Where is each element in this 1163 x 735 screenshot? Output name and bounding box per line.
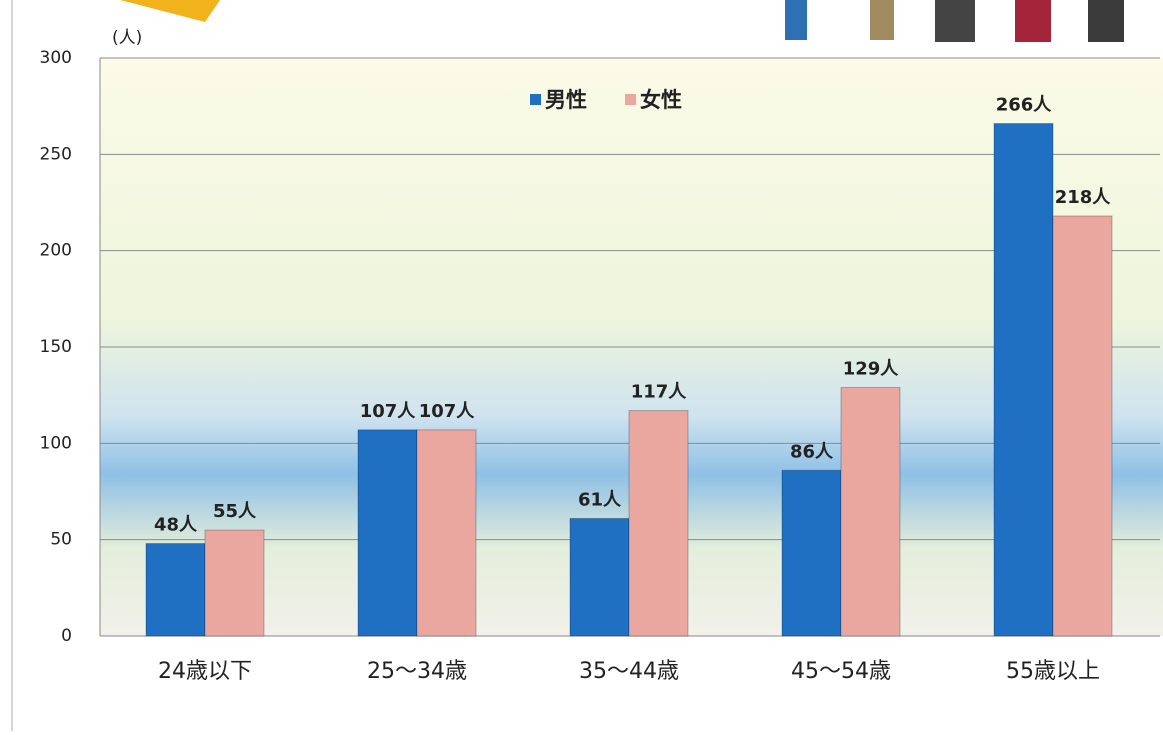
- value-label: 61人: [578, 489, 622, 510]
- bar: [205, 530, 264, 636]
- y-axis-label: (人): [112, 28, 142, 48]
- bar: [782, 470, 841, 636]
- chart: (人) 0 50 100 150 200 250 300 24歳以下 48人 55人 25～34歳 1…: [0, 0, 1163, 731]
- people-illustration: [785, 0, 1124, 42]
- x-tick-label: 25～34歳: [367, 659, 467, 684]
- x-tick-label: 45～54歳: [791, 659, 891, 684]
- bar: [358, 430, 417, 636]
- legend-label: 男性: [545, 88, 587, 112]
- x-tick-label: 55歳以上: [1006, 659, 1100, 684]
- bar: [417, 430, 476, 636]
- x-tick-label: 24歳以下: [158, 659, 252, 684]
- value-label: 266人: [996, 95, 1053, 116]
- y-tick-label: 150: [40, 337, 72, 357]
- y-tick-label: 0: [61, 626, 72, 646]
- legend-swatch: [625, 94, 636, 105]
- bar: [1053, 216, 1112, 636]
- bar: [146, 544, 205, 636]
- value-label: 107人: [360, 401, 417, 422]
- value-label: 48人: [154, 515, 198, 536]
- bar: [629, 411, 688, 636]
- value-label: 129人: [843, 358, 900, 379]
- y-tick-label: 300: [40, 48, 72, 68]
- value-label: 218人: [1055, 187, 1112, 208]
- y-tick-label: 50: [50, 530, 72, 550]
- y-tick-label: 250: [40, 144, 72, 164]
- bar: [841, 387, 900, 636]
- bar: [570, 518, 629, 636]
- legend-swatch: [530, 94, 541, 105]
- legend-label: 女性: [640, 88, 682, 112]
- value-label: 55人: [213, 501, 257, 522]
- x-tick-label: 35～44歳: [579, 659, 679, 684]
- value-label: 107人: [419, 401, 476, 422]
- bar: [994, 124, 1053, 636]
- value-label: 86人: [790, 441, 834, 462]
- y-tick-label: 200: [40, 241, 72, 261]
- decoration: [120, 0, 220, 22]
- y-tick-label: 100: [40, 433, 72, 453]
- value-label: 117人: [631, 382, 688, 403]
